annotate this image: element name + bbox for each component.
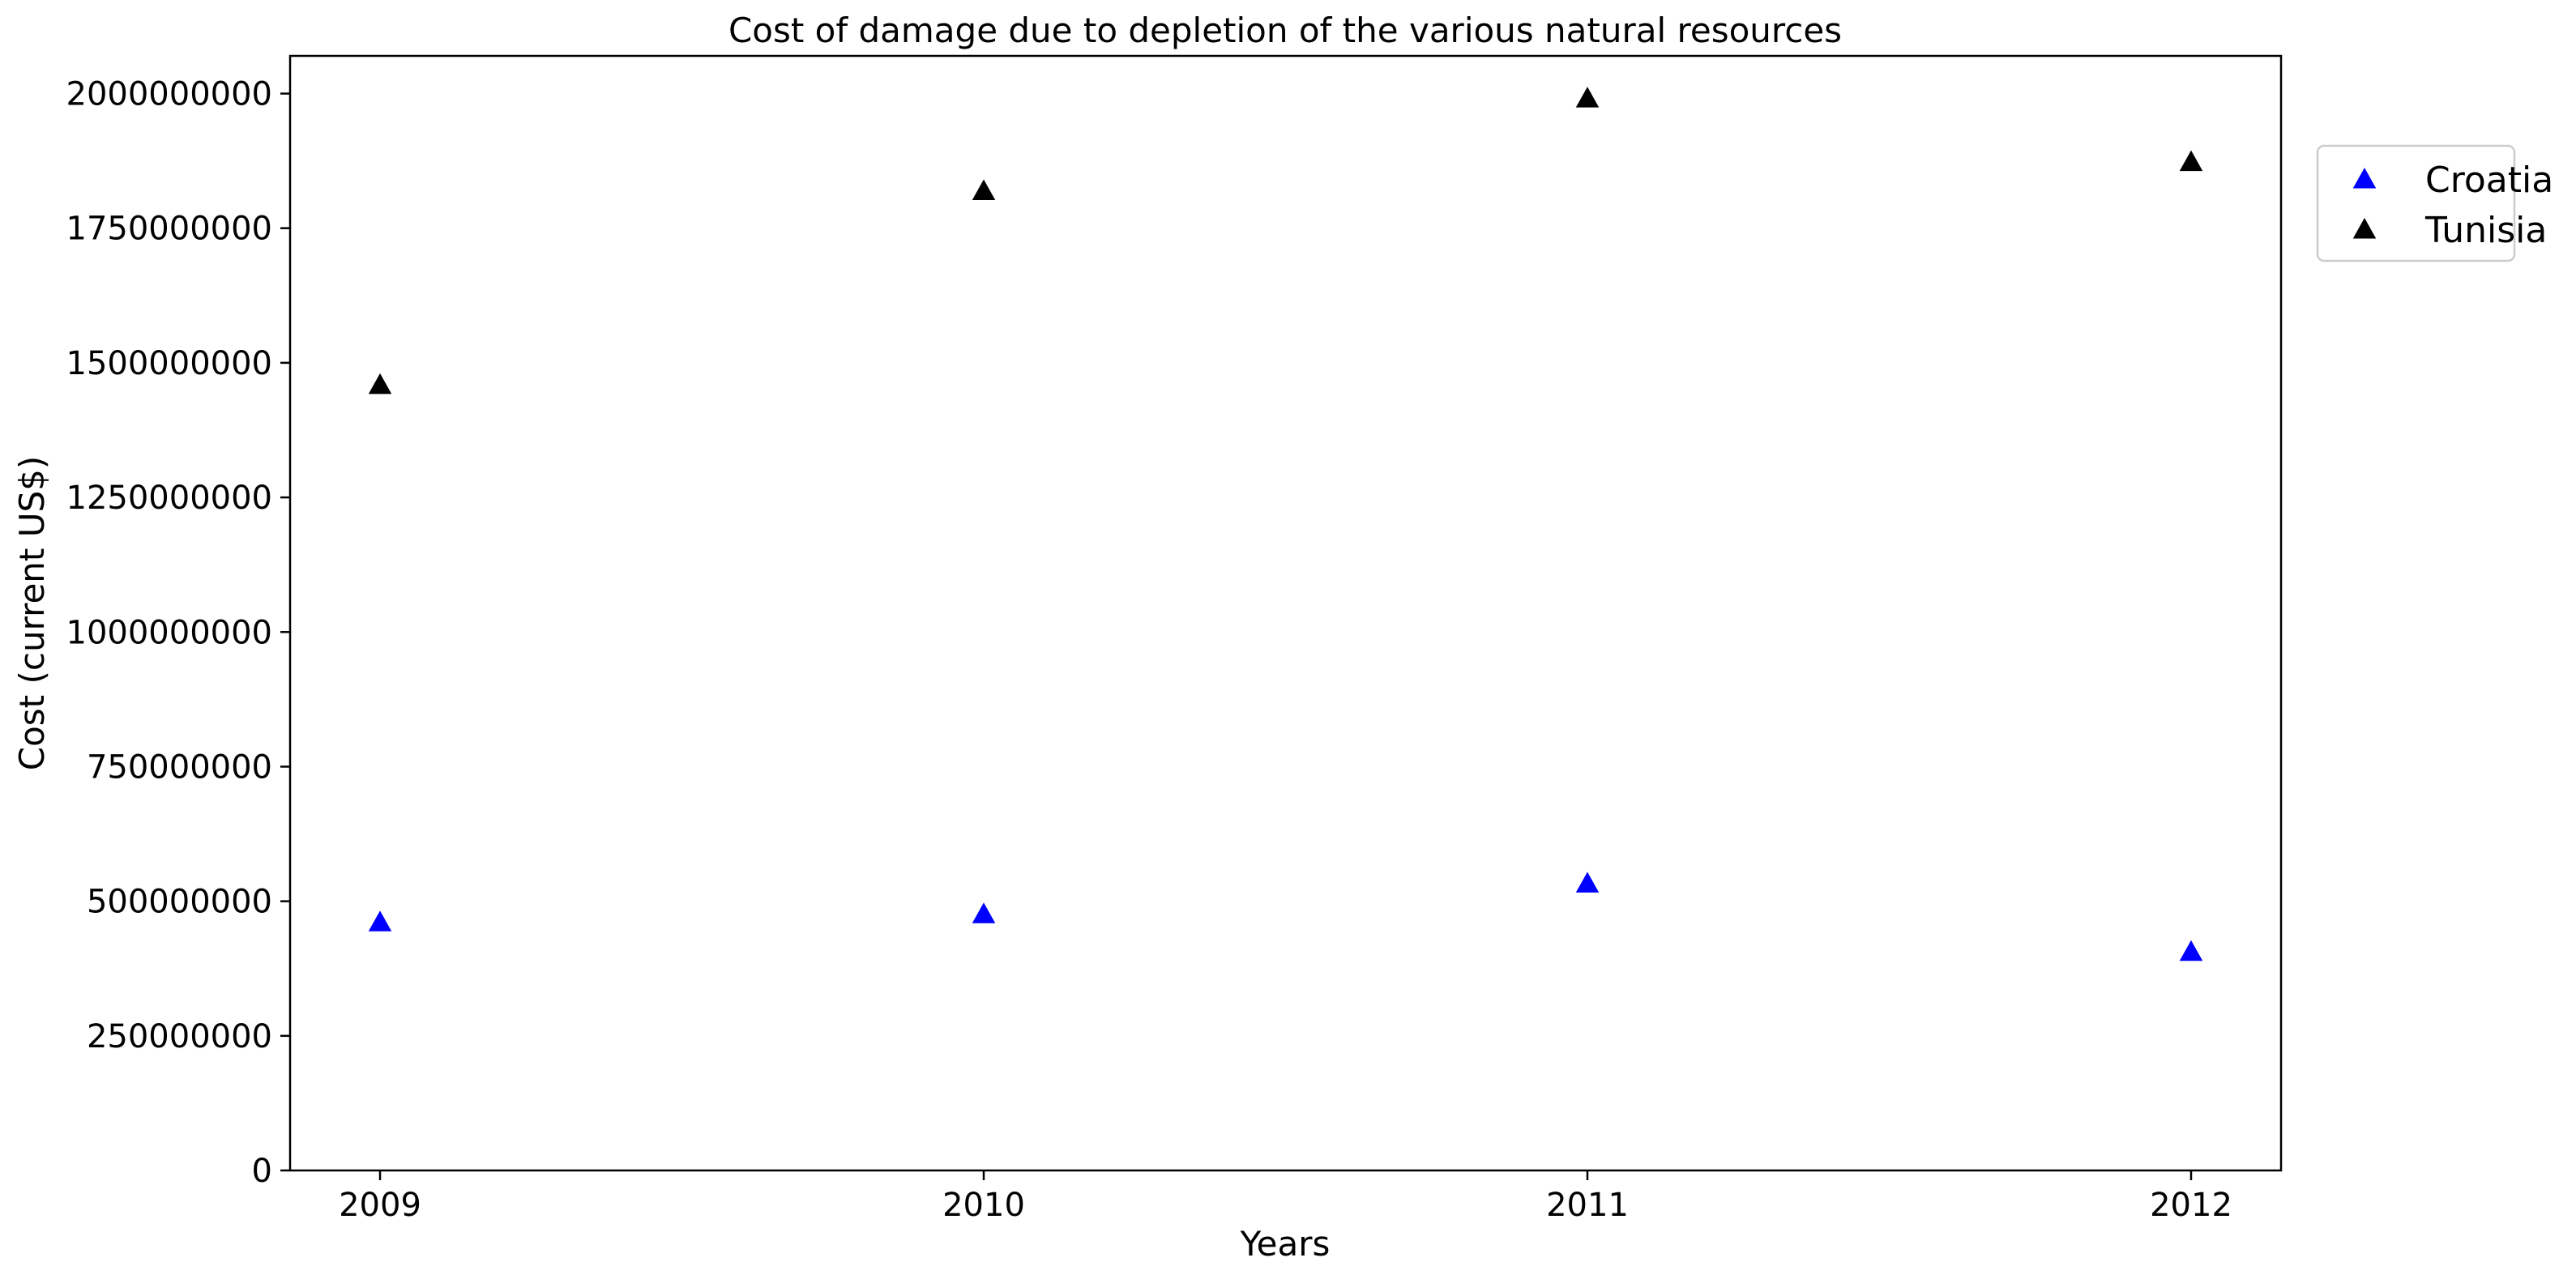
legend-marker-tunisia	[2352, 218, 2377, 239]
y-tick-label: 0	[252, 1153, 272, 1190]
x-tick-label: 2009	[339, 1187, 421, 1224]
legend-label: Tunisia	[2424, 210, 2547, 251]
data-point-croatia	[368, 910, 392, 932]
y-tick-label: 500000000	[87, 884, 272, 921]
y-axis-title: Cost (current US$)	[12, 456, 52, 770]
x-axis-title: Years	[1240, 1224, 1331, 1264]
x-axis: 2009 2010 2011 2012	[339, 1170, 2232, 1224]
legend-marker-croatia	[2352, 168, 2377, 189]
y-tick-label: 1500000000	[66, 345, 273, 382]
data-point-croatia	[972, 902, 996, 923]
data-points	[368, 87, 2203, 961]
y-axis: 0 250000000 500000000 750000000 1000000000 12…	[66, 76, 290, 1190]
data-point-croatia	[2179, 940, 2203, 961]
y-tick-label: 1750000000	[66, 211, 273, 248]
y-tick-label: 1250000000	[66, 480, 273, 517]
chart-title: Cost of damage due to depletion of the v…	[728, 11, 1842, 50]
x-tick-label: 2011	[1546, 1187, 1629, 1224]
data-point-tunisia	[1575, 87, 1600, 108]
plot-area	[288, 54, 2283, 1172]
data-point-tunisia	[2179, 150, 2203, 172]
data-point-tunisia	[368, 373, 392, 394]
y-tick-label: 2000000000	[66, 76, 273, 113]
data-point-croatia	[1575, 872, 1600, 893]
y-tick-label: 1000000000	[66, 614, 273, 651]
data-point-tunisia	[972, 179, 996, 201]
legend-label: Croatia	[2425, 160, 2553, 201]
x-tick-label: 2010	[942, 1187, 1025, 1224]
legend: Croatia Tunisia	[2316, 144, 2553, 262]
x-tick-label: 2012	[2150, 1187, 2232, 1224]
y-tick-label: 250000000	[87, 1018, 272, 1055]
y-tick-label: 750000000	[87, 748, 272, 786]
